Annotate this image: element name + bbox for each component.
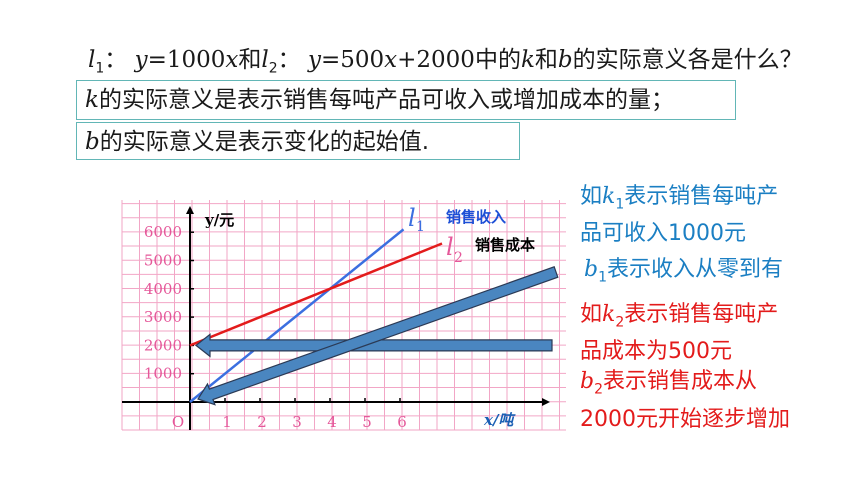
note-blue-line2: 品可收入1000元 xyxy=(580,221,746,247)
y-tick-label: 6000 xyxy=(144,223,182,241)
chart-grid xyxy=(121,200,566,431)
answer-box-b: b的实际意义是表示变化的起始值. xyxy=(76,122,520,160)
eq1-x: x xyxy=(225,47,239,73)
b-symbol: b xyxy=(557,47,573,73)
k-symbol: k xyxy=(520,47,535,73)
note-text: 表示销售成本从 xyxy=(603,369,758,395)
l1-subscript: 1 xyxy=(95,60,105,77)
eq2-tail: +2000 xyxy=(397,47,475,73)
x-tick-label: 2 xyxy=(257,413,267,431)
note-blue-line1: 如k1表示销售每吨产 xyxy=(580,182,783,219)
eq2-rhs: =500 xyxy=(320,47,385,73)
k1-subscript: 1 xyxy=(615,196,625,213)
note-red-line4: 2000元开始逐步增加 xyxy=(580,406,790,432)
x-tick-label: 6 xyxy=(397,413,407,431)
series-label-sub-l2: 2 xyxy=(454,250,463,266)
k2-symbol: k xyxy=(602,302,616,327)
colon: ： xyxy=(277,47,301,73)
note-red: 如k2表示销售每吨产 品成本为500元 b2表示销售成本从 2000元开始逐步增… xyxy=(580,300,790,435)
origin-label: O xyxy=(172,413,184,431)
y-tick-label: 5000 xyxy=(144,252,182,270)
arrow-to-b2 xyxy=(195,333,553,358)
mid-text: 中的 xyxy=(474,47,521,73)
note-blue-line3: b1表示收入从零到有 xyxy=(584,255,783,292)
b1-subscript: 1 xyxy=(598,269,608,286)
k1-symbol: k xyxy=(602,184,616,209)
tag-sales-cost: 销售成本 xyxy=(475,236,535,254)
tag-sales-revenue: 销售收入 xyxy=(446,208,506,226)
x-axis-label: x/吨 xyxy=(483,411,516,429)
k2-subscript: 2 xyxy=(615,314,625,331)
note-red-line3: b2表示销售成本从 xyxy=(580,367,790,404)
note-red-line2: 品成本为500元 xyxy=(580,339,732,365)
arrow-to-origin xyxy=(197,266,559,406)
l1-symbol: l xyxy=(88,47,96,73)
note-text: 表示销售每吨产 xyxy=(624,184,779,209)
eq2-x: x xyxy=(384,47,398,73)
colon: ： xyxy=(104,47,128,73)
l2-symbol: l xyxy=(261,47,269,73)
series-line-l2 xyxy=(189,242,443,347)
l2-subscript: 2 xyxy=(268,60,278,77)
b2-subscript: 2 xyxy=(594,381,604,398)
x-tick-label: 5 xyxy=(362,413,372,431)
b-symbol: b xyxy=(85,129,100,155)
answer-b-text: 的实际意义是表示变化的起始值. xyxy=(99,129,430,155)
question-line: l1： y=1000x和l2： y=500x+2000中的k和b的实际意义各是什… xyxy=(88,40,803,77)
note-text: 表示收入从零到有 xyxy=(607,257,784,283)
series-label-sub-l1: 1 xyxy=(416,219,425,235)
series-label-l1: l xyxy=(408,204,416,232)
note-blue: 如k1表示销售每吨产 品可收入1000元 b1表示收入从零到有 xyxy=(580,182,783,293)
eq2-y: y xyxy=(307,47,321,73)
y-tick-label: 1000 xyxy=(144,365,182,383)
question-end: 的实际意义各是什么？ xyxy=(572,47,803,73)
eq1-rhs: =1000 xyxy=(147,47,226,73)
answer-k-text: 的实际意义是表示销售每吨产品可收入或增加成本的量； xyxy=(98,87,674,113)
y-tick-label: 4000 xyxy=(144,280,182,298)
note-text: 表示销售每吨产 xyxy=(624,302,779,327)
chart-series xyxy=(189,228,443,403)
y-axis-label: y/元 xyxy=(204,211,234,229)
eq1-y: y xyxy=(134,47,148,73)
k-symbol: k xyxy=(85,87,99,113)
series-label-l2: l xyxy=(446,233,454,261)
annotation-arrows xyxy=(195,266,559,406)
b1-symbol: b xyxy=(584,257,599,283)
b2-symbol: b xyxy=(580,369,595,395)
note-text: 如 xyxy=(580,184,603,209)
x-tick-label: 1 xyxy=(222,413,232,431)
series-line-l1 xyxy=(189,228,405,403)
note-text: 如 xyxy=(580,302,603,327)
and-text: 和 xyxy=(238,47,262,73)
y-tick-label: 2000 xyxy=(144,336,182,354)
x-tick-label: 3 xyxy=(292,413,302,431)
y-tick-label: 3000 xyxy=(144,308,182,326)
note-red-line1: 如k2表示销售每吨产 xyxy=(580,300,790,337)
and-text: 和 xyxy=(534,47,558,73)
x-tick-label: 4 xyxy=(327,413,337,431)
answer-box-k: k的实际意义是表示销售每吨产品可收入或增加成本的量； xyxy=(76,80,736,120)
